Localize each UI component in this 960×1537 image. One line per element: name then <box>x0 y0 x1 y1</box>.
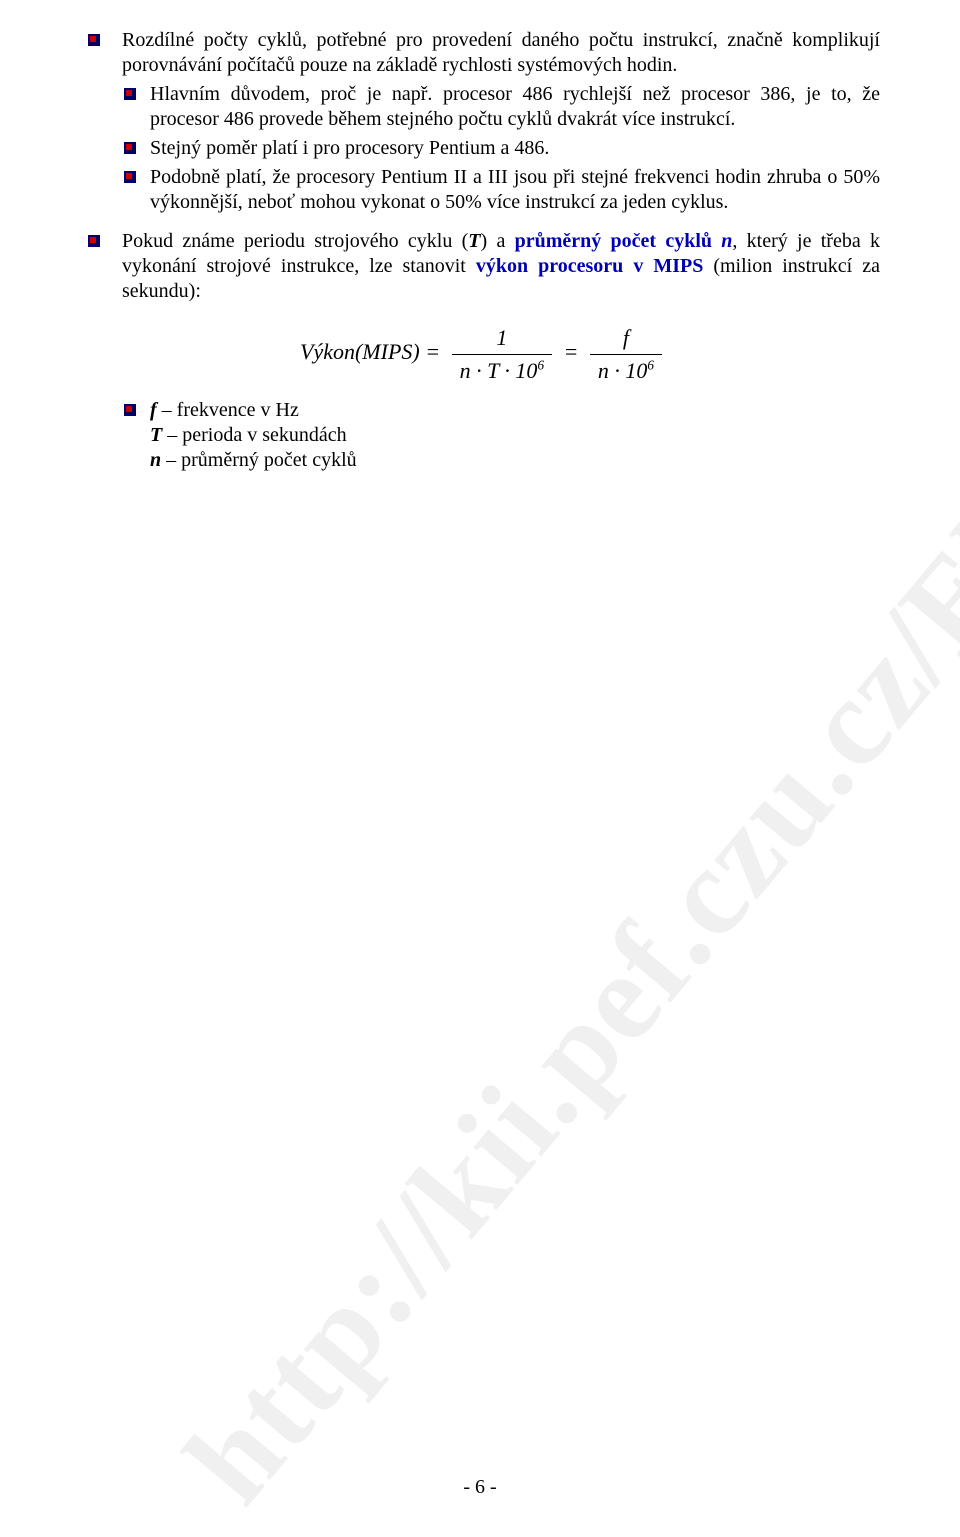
b3-T: T <box>468 230 480 252</box>
var-line-1: f – frekvence v Hz <box>150 398 880 423</box>
var-line-2: T – perioda v sekundách <box>150 423 880 448</box>
bullet-2a-text: Hlavním důvodem, proč je např. procesor … <box>150 82 880 132</box>
bullet-2c-text: Podobně platí, že procesory Pentium II a… <box>150 165 880 215</box>
formula-frac2: f n · 106 <box>590 324 662 384</box>
bullet-square-icon <box>124 171 136 183</box>
formula: Výkon(MIPS) = 1 n · T · 106 = f n · 106 <box>88 324 880 384</box>
bullet-square-icon <box>124 404 136 416</box>
b3-n: n <box>721 230 732 252</box>
formula-frac1: 1 n · T · 106 <box>452 324 552 384</box>
bullet-2c: Podobně platí, že procesory Pentium II a… <box>124 165 880 215</box>
formula-eq1: = <box>425 339 445 364</box>
page-number: - 6 - <box>0 1476 960 1499</box>
bullet-square-icon <box>88 235 100 247</box>
b3-blue2: výkon procesoru v MIPS <box>476 255 703 277</box>
formula-den2: n · 106 <box>590 355 662 385</box>
bullet-2b-text: Stejný poměr platí i pro procesory Penti… <box>150 136 880 161</box>
formula-den1: n · T · 106 <box>452 355 552 385</box>
bullet-1: Rozdílné počty cyklů, potřebné pro prove… <box>88 28 880 78</box>
var-line-3: n – průměrný počet cyklů <box>150 448 880 473</box>
page-content: Rozdílné počty cyklů, potřebné pro prove… <box>0 0 960 473</box>
bullet-3-text: Pokud známe periodu strojového cyklu (T)… <box>122 229 880 304</box>
formula-num1: 1 <box>452 324 552 355</box>
vars-text: f – frekvence v Hz T – perioda v sekundá… <box>150 398 880 473</box>
formula-eq2: = <box>564 339 584 364</box>
bullet-2b: Stejný poměr platí i pro procesory Penti… <box>124 136 880 161</box>
b3-blue1: průměrný počet cyklů <box>515 230 722 252</box>
bullet-square-icon <box>88 34 100 46</box>
bullet-3: Pokud známe periodu strojového cyklu (T)… <box>88 229 880 304</box>
watermark-text: http://kii.pef.czu.cz/Elvys <box>158 354 960 1531</box>
bullet-square-icon <box>124 142 136 154</box>
formula-lhs: Výkon(MIPS) <box>300 339 420 364</box>
bullet-2a: Hlavním důvodem, proč je např. procesor … <box>124 82 880 132</box>
formula-num2: f <box>590 324 662 355</box>
b3-pre: Pokud známe periodu strojového cyklu ( <box>122 230 468 252</box>
bullet-square-icon <box>124 88 136 100</box>
b3-mid1: ) a <box>481 230 515 252</box>
vars-block: f – frekvence v Hz T – perioda v sekundá… <box>124 398 880 473</box>
bullet-1-text: Rozdílné počty cyklů, potřebné pro prove… <box>122 28 880 78</box>
